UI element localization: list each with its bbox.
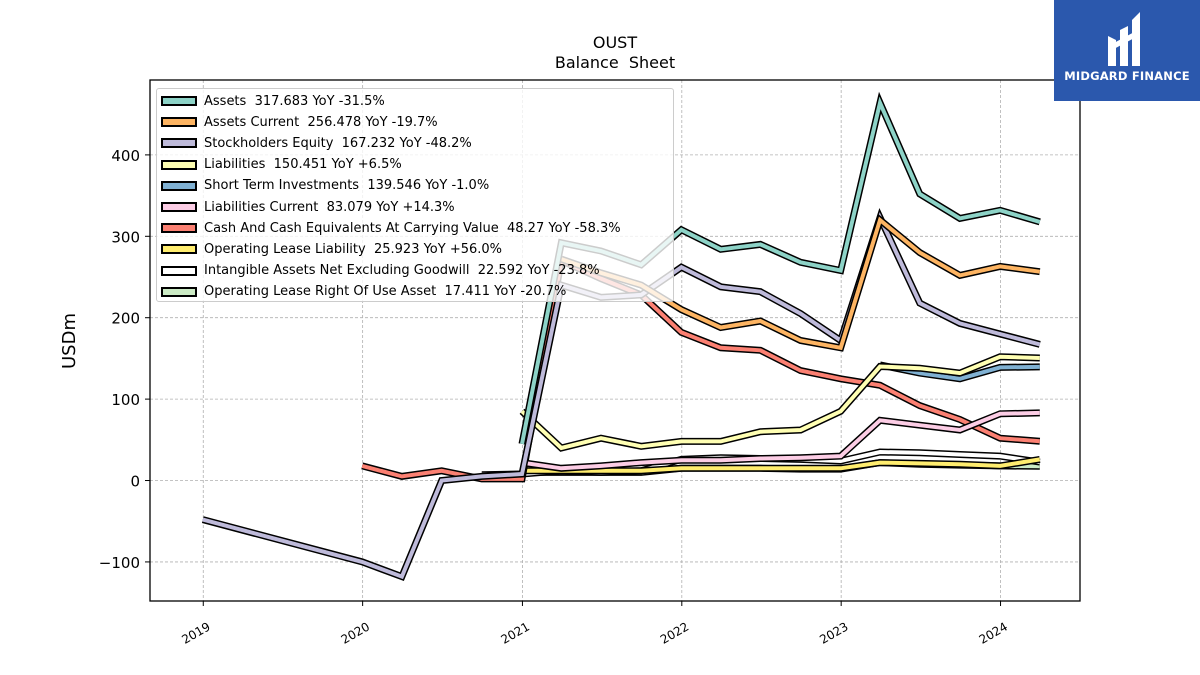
series-line	[202, 212, 1041, 580]
series-liabilities	[519, 353, 1040, 452]
legend-item: Operating Lease Liability 25.923 YoY +56…	[161, 239, 502, 259]
legend-label: Liabilities 150.451 YoY +6.5%	[204, 157, 402, 173]
legend-swatch	[161, 223, 197, 234]
legend-swatch	[161, 265, 197, 276]
legend-label: Assets Current 256.478 YoY -19.7%	[204, 114, 438, 130]
logo-text: MIDGARD FINANCE	[1064, 69, 1190, 83]
logo-mark-icon	[1108, 12, 1140, 66]
series-operating-lease-liability	[522, 455, 1041, 475]
chart-subtitle: Balance Sheet	[555, 53, 675, 72]
legend-label: Cash And Cash Equivalents At Carrying Va…	[204, 220, 621, 236]
series-lines	[201, 91, 1041, 582]
legend-item: Short Term Investments 139.546 YoY -1.0%	[161, 176, 489, 196]
legend-swatch	[161, 117, 197, 128]
legend-item: Stockholders Equity 167.232 YoY -48.2%	[161, 133, 472, 153]
legend-label: Operating Lease Liability 25.923 YoY +56…	[204, 241, 503, 257]
legend-item: Cash And Cash Equivalents At Carrying Va…	[161, 218, 621, 238]
chart-title: OUST	[593, 33, 637, 52]
legend-swatch	[161, 286, 197, 297]
legend-label: Assets 317.683 YoY -31.5%	[204, 93, 385, 109]
series-liabilities-current	[521, 409, 1040, 472]
legend-label: Intangible Assets Net Excluding Goodwill…	[204, 263, 600, 279]
legend-swatch	[161, 180, 197, 191]
x-tick-label: 2022	[658, 619, 691, 646]
x-axis-ticks: 2019 2020 2021 2022 2023 2024	[179, 601, 1010, 647]
series-stockholders-equity	[201, 208, 1041, 582]
y-tick-label: 100	[111, 391, 140, 409]
y-tick-label: 300	[111, 228, 140, 246]
legend-item: Intangible Assets Net Excluding Goodwill…	[161, 261, 600, 281]
legend-swatch	[161, 96, 197, 106]
series-line	[520, 354, 1040, 451]
legend-item: Assets Current 256.478 YoY -19.7%	[161, 112, 438, 132]
midgard-finance-logo: MIDGARD FINANCE	[1054, 0, 1200, 101]
legend-item: Assets 317.683 YoY -31.5%	[161, 91, 385, 111]
legend-swatch	[161, 159, 197, 170]
x-tick-label: 2019	[179, 619, 212, 646]
x-tick-label: 2021	[498, 619, 531, 646]
series-line	[521, 410, 1040, 471]
legend-label: Liabilities Current 83.079 YoY +14.3%	[204, 199, 455, 215]
legend: Assets 317.683 YoY -31.5% Assets Current …	[156, 88, 674, 302]
legend-item: Operating Lease Right Of Use Asset 17.41…	[161, 282, 566, 302]
legend-swatch	[161, 244, 197, 255]
y-axis-ticks: −100 0 100 200 300 400	[99, 147, 150, 572]
series-line	[522, 457, 1041, 473]
y-tick-label: 400	[111, 147, 140, 165]
y-tick-label: 200	[111, 310, 140, 328]
y-tick-label: −100	[99, 554, 140, 572]
legend-label: Operating Lease Right Of Use Asset 17.41…	[204, 284, 567, 300]
x-tick-label: 2020	[339, 619, 372, 646]
legend-item: Liabilities 150.451 YoY +6.5%	[161, 155, 402, 175]
legend-label: Short Term Investments 139.546 YoY -1.0%	[204, 178, 490, 194]
legend-swatch	[161, 202, 197, 212]
y-axis-label: USDm	[59, 313, 80, 369]
legend-swatch	[161, 138, 197, 149]
x-tick-label: 2024	[977, 619, 1010, 646]
y-tick-label: 0	[130, 473, 140, 491]
x-tick-label: 2023	[817, 619, 850, 646]
legend-item: Liabilities Current 83.079 YoY +14.3%	[161, 197, 455, 217]
legend-label: Stockholders Equity 167.232 YoY -48.2%	[204, 135, 472, 151]
plot-frame	[149, 79, 1081, 602]
